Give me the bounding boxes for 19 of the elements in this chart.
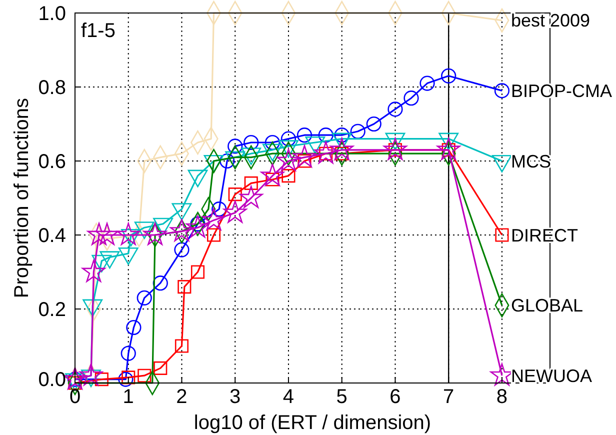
y-tick-label: 1.0 [38, 3, 66, 25]
y-tick-label: 0.6 [38, 151, 66, 173]
x-tick-label: 5 [336, 386, 348, 408]
x-tick-label: 7 [443, 386, 454, 408]
y-tick-label: 0.4 [38, 225, 66, 247]
x-axis-title: log10 of (ERT / dimension) [194, 412, 432, 434]
x-tick-label: 8 [496, 386, 508, 408]
x-tick-label: 3 [230, 386, 241, 408]
y-tick-label: 0.8 [38, 77, 66, 99]
x-tick-label: 6 [390, 386, 401, 408]
y-tick-label: 0.2 [38, 299, 66, 321]
x-tick-label: 1 [122, 386, 134, 408]
y-tick-label: 0.0 [38, 369, 66, 391]
annotation: f1-5 [81, 20, 116, 42]
y-axis-title: Proportion of functions [11, 98, 33, 298]
x-tick-label: 0 [69, 386, 81, 408]
series-label: best 2009 [510, 10, 590, 31]
x-tick-label: 4 [282, 386, 294, 408]
x-tick-label: 2 [176, 386, 188, 408]
